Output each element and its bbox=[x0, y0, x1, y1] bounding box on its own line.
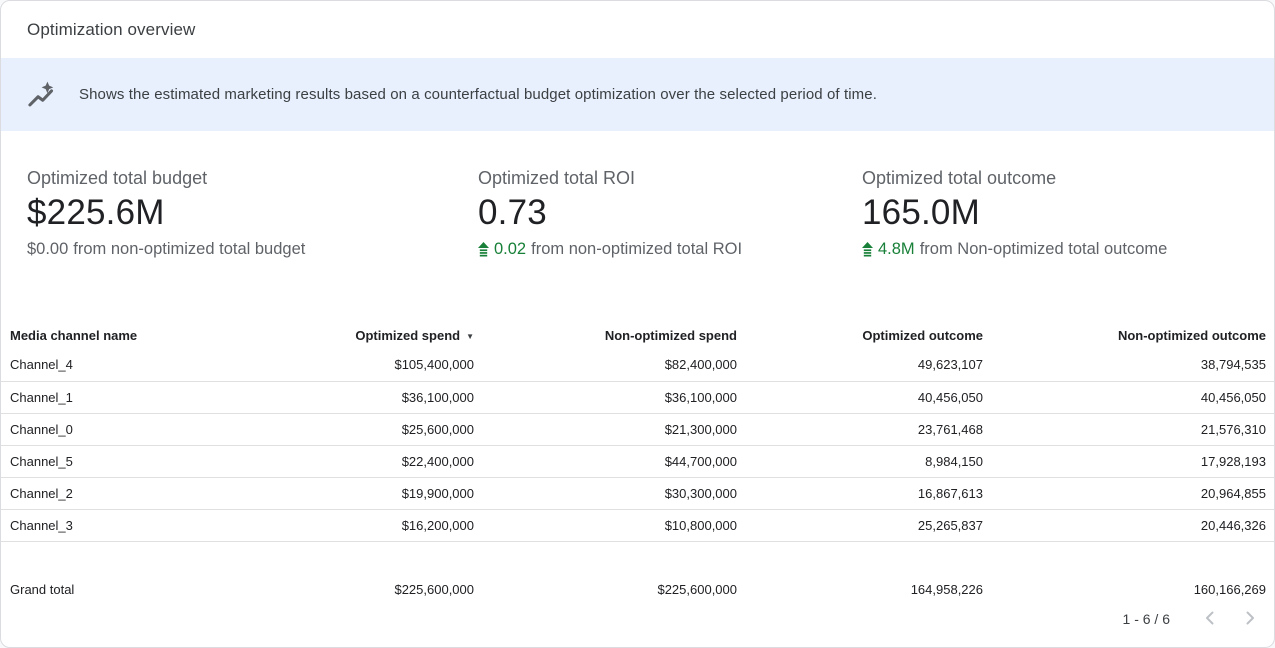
cell-media-channel-name: Channel_3 bbox=[10, 517, 73, 533]
cell-optimized-outcome: 25,265,837 bbox=[917, 517, 983, 533]
grand-total-label: Grand total bbox=[10, 581, 75, 597]
table-header-row: Media channel name Optimized spend ▼ Non-… bbox=[1, 321, 1274, 349]
media-channel-table: Media channel name Optimized spend ▼ Non-… bbox=[1, 321, 1274, 605]
cell-non-optimized-spend: $30,300,000 bbox=[664, 485, 737, 501]
kpi-delta: $0.00 from non-optimized total budget bbox=[27, 237, 478, 261]
cell-non-optimized-spend: $36,100,000 bbox=[664, 389, 737, 405]
grand-total-non-optimized-spend: $225,600,000 bbox=[657, 581, 737, 597]
cell-non-optimized-spend: $82,400,000 bbox=[664, 357, 737, 373]
cell-non-optimized-spend: $44,700,000 bbox=[664, 453, 737, 469]
cell-optimized-spend: $16,200,000 bbox=[401, 517, 474, 533]
cell-media-channel-name: Channel_5 bbox=[10, 453, 73, 469]
kpi-value: 0.73 bbox=[478, 193, 547, 232]
kpi-optimized-total-outcome: Optimized total outcome 165.0M 4.8M from… bbox=[862, 166, 1274, 261]
cell-non-optimized-outcome: 38,794,535 bbox=[1200, 357, 1266, 373]
kpi-delta: 0.02 from non-optimized total ROI bbox=[478, 237, 862, 261]
spacer-row bbox=[1, 541, 1274, 573]
table-row: Channel_4 $105,400,000 $82,400,000 49,62… bbox=[1, 349, 1274, 381]
cell-optimized-outcome: 40,456,050 bbox=[917, 389, 983, 405]
kpi-value: 165.0M bbox=[862, 193, 980, 232]
cell-non-optimized-spend: $21,300,000 bbox=[664, 421, 737, 437]
table-body: Channel_4 $105,400,000 $82,400,000 49,62… bbox=[1, 349, 1274, 541]
cell-optimized-outcome: 49,623,107 bbox=[917, 357, 983, 373]
cell-optimized-outcome: 16,867,613 bbox=[917, 485, 983, 501]
next-page-button[interactable] bbox=[1238, 607, 1262, 631]
kpi-delta: 4.8M from Non-optimized total outcome bbox=[862, 237, 1274, 261]
column-header-optimized-outcome[interactable]: Optimized outcome bbox=[862, 327, 983, 343]
kpi-value: $225.6M bbox=[27, 193, 165, 232]
kpi-delta-value: $0.00 bbox=[27, 240, 69, 258]
arrow-up-icon bbox=[478, 241, 489, 257]
cell-media-channel-name: Channel_0 bbox=[10, 421, 73, 437]
table-row: Channel_1 $36,100,000 $36,100,000 40,456… bbox=[1, 381, 1274, 413]
grand-total-optimized-spend: $225,600,000 bbox=[394, 581, 474, 597]
column-header-non-optimized-spend[interactable]: Non-optimized spend bbox=[604, 327, 737, 343]
insights-icon bbox=[27, 81, 55, 109]
kpi-delta-suffix: from non-optimized total budget bbox=[73, 240, 306, 258]
cell-media-channel-name: Channel_1 bbox=[10, 389, 73, 405]
kpi-label: Optimized total ROI bbox=[478, 168, 636, 188]
kpi-label: Optimized total budget bbox=[27, 168, 208, 188]
table-head: Media channel name Optimized spend ▼ Non-… bbox=[1, 321, 1274, 349]
cell-optimized-spend: $25,600,000 bbox=[401, 421, 474, 437]
arrow-up-icon bbox=[862, 241, 873, 257]
column-header-non-optimized-outcome[interactable]: Non-optimized outcome bbox=[1117, 327, 1266, 343]
column-header-optimized-spend[interactable]: Optimized spend ▼ bbox=[355, 327, 474, 343]
grand-total-optimized-outcome: 164,958,226 bbox=[910, 581, 983, 597]
kpi-label: Optimized total outcome bbox=[862, 168, 1057, 188]
page-range-label: 1 - 6 / 6 bbox=[1122, 611, 1170, 627]
pagination: 1 - 6 / 6 bbox=[1, 606, 1274, 632]
kpi-optimized-total-budget: Optimized total budget $225.6M $0.00 fro… bbox=[27, 166, 478, 261]
cell-optimized-outcome: 8,984,150 bbox=[925, 453, 983, 469]
cell-optimized-spend: $19,900,000 bbox=[401, 485, 474, 501]
cell-media-channel-name: Channel_2 bbox=[10, 485, 73, 501]
cell-non-optimized-outcome: 20,964,855 bbox=[1200, 485, 1266, 501]
column-header-media-channel-name[interactable]: Media channel name bbox=[10, 327, 138, 343]
cell-non-optimized-outcome: 17,928,193 bbox=[1200, 453, 1266, 469]
kpi-delta-value: 0.02 bbox=[494, 240, 527, 258]
cell-non-optimized-outcome: 21,576,310 bbox=[1200, 421, 1266, 437]
chevron-right-icon bbox=[1238, 606, 1262, 633]
cell-non-optimized-spend: $10,800,000 bbox=[664, 517, 737, 533]
banner-text: Shows the estimated marketing results ba… bbox=[79, 86, 877, 103]
table-row: Channel_2 $19,900,000 $30,300,000 16,867… bbox=[1, 477, 1274, 509]
cell-optimized-spend: $22,400,000 bbox=[401, 453, 474, 469]
previous-page-button[interactable] bbox=[1198, 607, 1222, 631]
cell-optimized-spend: $105,400,000 bbox=[394, 357, 474, 373]
grand-total-non-optimized-outcome: 160,166,269 bbox=[1193, 581, 1266, 597]
cell-optimized-outcome: 23,761,468 bbox=[917, 421, 983, 437]
chevron-left-icon bbox=[1198, 606, 1222, 633]
cell-media-channel-name: Channel_4 bbox=[10, 357, 73, 373]
cell-non-optimized-outcome: 20,446,326 bbox=[1200, 517, 1266, 533]
kpi-delta-suffix: from non-optimized total ROI bbox=[531, 240, 743, 258]
kpi-delta-value: 4.8M bbox=[878, 240, 915, 258]
grand-total-row: Grand total $225,600,000 $225,600,000 16… bbox=[1, 573, 1274, 605]
sort-desc-icon[interactable]: ▼ bbox=[466, 331, 474, 341]
kpi-delta-suffix: from Non-optimized total outcome bbox=[919, 240, 1168, 258]
page-title: Optimization overview bbox=[27, 19, 196, 39]
cell-optimized-spend: $36,100,000 bbox=[401, 389, 474, 405]
kpi-row: Optimized total budget $225.6M $0.00 fro… bbox=[1, 131, 1274, 261]
table-row: Channel_5 $22,400,000 $44,700,000 8,984,… bbox=[1, 445, 1274, 477]
card-header: Optimization overview bbox=[1, 1, 1274, 58]
table-row: Channel_3 $16,200,000 $10,800,000 25,265… bbox=[1, 509, 1274, 541]
info-banner: Shows the estimated marketing results ba… bbox=[1, 58, 1274, 131]
table-row: Channel_0 $25,600,000 $21,300,000 23,761… bbox=[1, 413, 1274, 445]
kpi-optimized-total-roi: Optimized total ROI 0.73 0.02 from non-o… bbox=[478, 166, 862, 261]
table-totals: Grand total $225,600,000 $225,600,000 16… bbox=[1, 541, 1274, 605]
cell-non-optimized-outcome: 40,456,050 bbox=[1200, 389, 1266, 405]
